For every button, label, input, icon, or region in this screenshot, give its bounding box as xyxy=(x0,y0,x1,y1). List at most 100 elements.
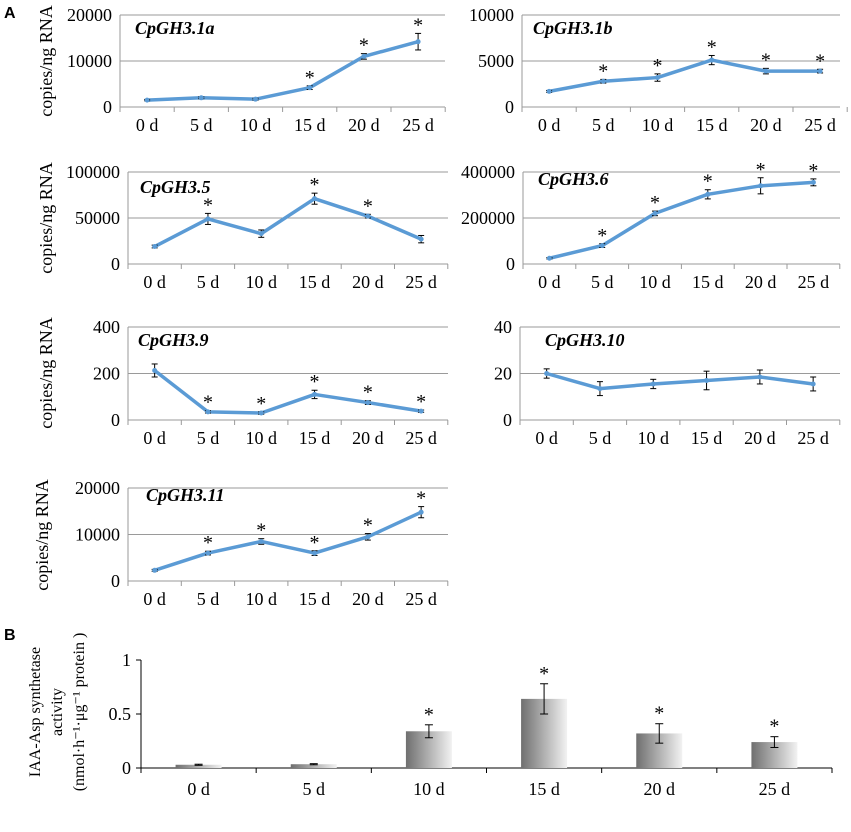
data-point xyxy=(365,400,371,406)
x-tick-label: 5 d xyxy=(197,428,220,448)
x-tick-label: 25 d xyxy=(797,428,829,448)
x-tick-label: 20 d xyxy=(352,272,384,292)
y-tick-label: 40 xyxy=(494,317,512,337)
data-point xyxy=(365,213,371,219)
y-tick-label: 0.5 xyxy=(109,704,132,724)
data-point xyxy=(361,53,367,59)
y-tick-label: 0 xyxy=(103,97,112,117)
x-tick-label: 20 d xyxy=(348,115,380,135)
data-point xyxy=(418,236,424,242)
x-tick-label: 15 d xyxy=(299,428,331,448)
x-tick-label: 5 d xyxy=(303,779,326,799)
significance-star: * xyxy=(761,49,771,71)
significance-star: * xyxy=(815,50,825,72)
x-tick-label: 0 d xyxy=(143,589,166,609)
significance-star: * xyxy=(650,192,660,214)
significance-star: * xyxy=(597,225,607,247)
y-tick-label: 20000 xyxy=(75,478,120,498)
panel-letter-b: B xyxy=(4,627,16,644)
y-axis-label: copies/ng RNA xyxy=(36,317,56,429)
x-tick-label: 0 d xyxy=(535,428,558,448)
x-tick-label: 15 d xyxy=(299,272,331,292)
x-tick-label: 10 d xyxy=(642,115,674,135)
y-axis-label: copies/ng RNA xyxy=(32,479,52,591)
x-tick-label: 15 d xyxy=(294,115,326,135)
x-tick-label: 10 d xyxy=(638,428,670,448)
series-line xyxy=(154,510,422,572)
significance-star: * xyxy=(416,488,426,510)
data-point xyxy=(258,538,264,544)
data-point xyxy=(152,367,158,373)
x-tick-label: 0 d xyxy=(143,272,166,292)
data-point xyxy=(152,567,158,573)
x-tick-label: 15 d xyxy=(696,115,728,135)
x-tick-label: 5 d xyxy=(197,589,220,609)
x-tick-label: 10 d xyxy=(240,115,272,135)
data-point xyxy=(546,255,552,261)
y-tick-label: 0 xyxy=(506,254,515,274)
series-line xyxy=(548,58,821,94)
chart-title: CpGH3.9 xyxy=(138,330,209,350)
x-tick-label: 10 d xyxy=(246,428,278,448)
y-axis-label-line: activity xyxy=(49,688,66,736)
x-tick-label: 5 d xyxy=(197,272,220,292)
data-point xyxy=(205,550,211,556)
chart-6: 0 20 40 0 d 5 d 10 d 15 d 20 d 25 d CpGH3.10 xyxy=(494,317,841,448)
x-tick-label: 25 d xyxy=(798,272,830,292)
chart-title: CpGH3.1b xyxy=(533,18,613,38)
chart-2: 0 5000 10000 0 d 5 d 10 d 15 d 20 d 25 d * * * * * CpG… xyxy=(469,5,848,135)
significance-star: * xyxy=(305,67,315,89)
y-tick-label: 20000 xyxy=(67,5,112,25)
data-point xyxy=(144,97,150,103)
significance-star: * xyxy=(363,382,373,404)
x-tick-label: 25 d xyxy=(405,428,437,448)
x-tick-label: 20 d xyxy=(745,272,777,292)
y-tick-label: 50000 xyxy=(75,208,120,228)
x-tick-label: 20 d xyxy=(750,115,782,135)
y-tick-label: 10000 xyxy=(469,5,514,25)
bar xyxy=(175,764,222,768)
x-tick-label: 0 d xyxy=(187,779,210,799)
data-point xyxy=(704,377,710,383)
data-point xyxy=(307,85,313,91)
y-axis-label-line: IAA-Asp synthetase xyxy=(27,647,44,777)
x-tick-label: 10 d xyxy=(246,272,278,292)
x-tick-label: 15 d xyxy=(299,589,331,609)
y-tick-label: 10000 xyxy=(67,51,112,71)
significance-star: * xyxy=(203,392,213,414)
y-tick-label: 400000 xyxy=(461,162,515,182)
x-tick-label: 0 d xyxy=(538,272,561,292)
y-tick-label: 10000 xyxy=(75,525,120,545)
significance-star: * xyxy=(413,14,423,36)
chart-1: 0 10000 20000 0 d 5 d 10 d 15 d 20 d 25 d * * * CpGH… xyxy=(36,5,446,135)
y-tick-label: 5000 xyxy=(478,51,514,71)
x-tick-label: 0 d xyxy=(143,428,166,448)
data-point xyxy=(810,381,816,387)
x-tick-label: 15 d xyxy=(528,779,560,799)
chart-5: 0 200 400 0 d 5 d 10 d 15 d 20 d 25 d * * * * * CpGH3.… xyxy=(36,317,449,448)
x-tick-label: 20 d xyxy=(352,589,384,609)
data-point xyxy=(198,95,204,101)
y-tick-label: 0 xyxy=(111,410,120,430)
data-point xyxy=(312,391,318,397)
chart-4: 0 200000 400000 0 d 5 d 10 d 15 d 20 d 25 d * * * * *… xyxy=(461,159,841,292)
significance-star: * xyxy=(653,55,663,77)
series-line xyxy=(153,196,422,249)
series-line xyxy=(548,180,814,260)
y-tick-label: 100000 xyxy=(66,162,120,182)
significance-star: * xyxy=(416,391,426,413)
data-point xyxy=(205,409,211,415)
x-tick-label: 5 d xyxy=(190,115,213,135)
significance-star: * xyxy=(310,174,320,196)
x-tick-label: 20 d xyxy=(352,428,384,448)
x-tick-label: 5 d xyxy=(592,115,615,135)
chart-title: CpGH3.5 xyxy=(140,177,211,197)
significance-star: * xyxy=(654,703,664,725)
data-point xyxy=(758,183,764,189)
significance-star: * xyxy=(203,194,213,216)
significance-star: * xyxy=(598,60,608,82)
